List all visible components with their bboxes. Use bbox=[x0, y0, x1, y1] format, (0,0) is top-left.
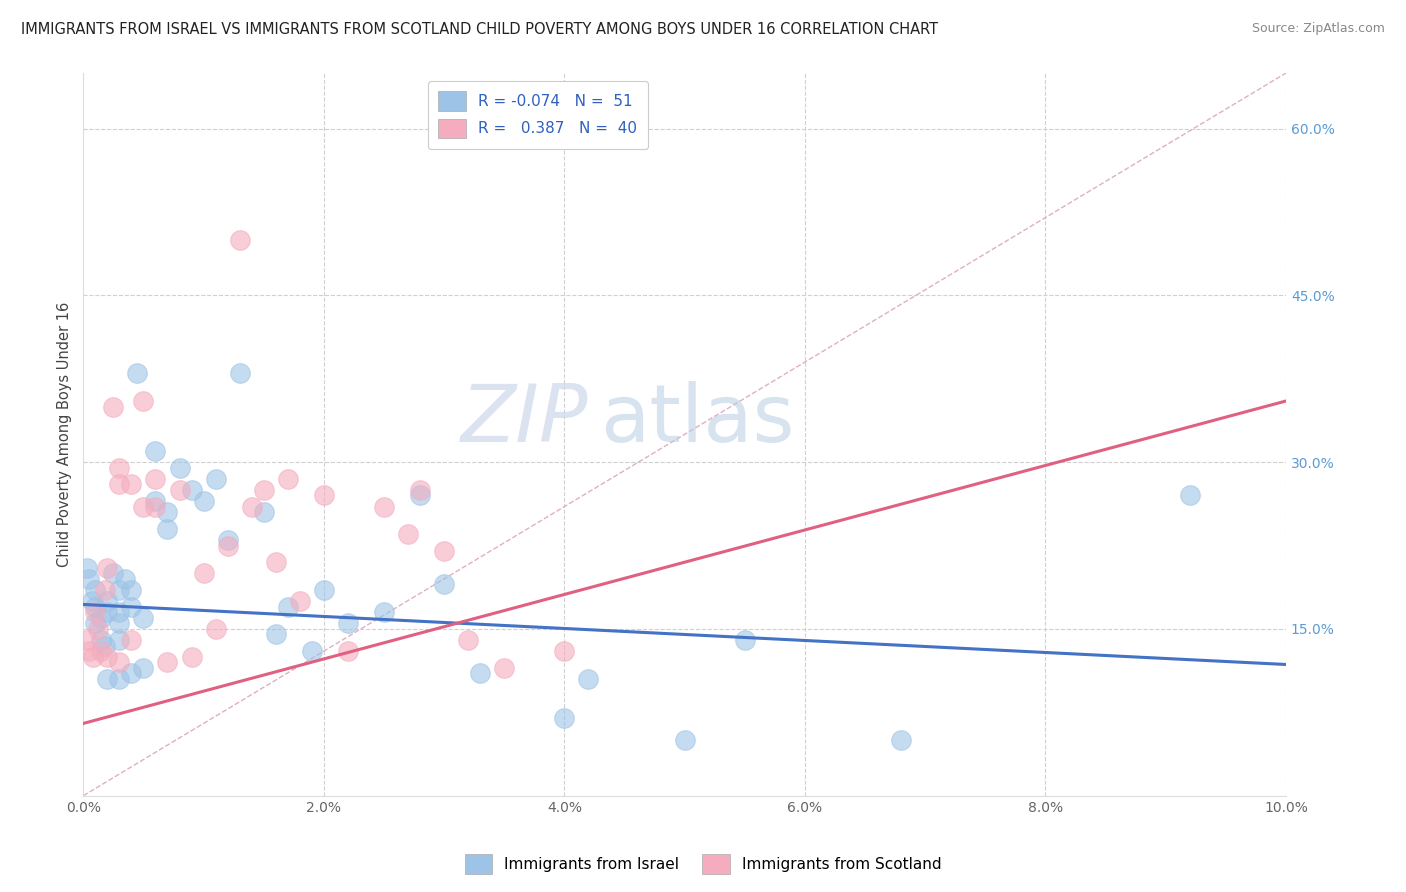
Point bbox=[96, 594, 118, 608]
Point bbox=[90, 644, 112, 658]
Point bbox=[132, 611, 155, 625]
Point bbox=[470, 666, 492, 681]
Point bbox=[79, 644, 101, 658]
Point bbox=[673, 733, 696, 747]
Point bbox=[90, 611, 112, 625]
Legend: Immigrants from Israel, Immigrants from Scotland: Immigrants from Israel, Immigrants from … bbox=[458, 848, 948, 880]
Point bbox=[228, 366, 250, 380]
Point bbox=[120, 582, 142, 597]
Point bbox=[217, 539, 239, 553]
Point bbox=[180, 483, 202, 497]
Point bbox=[132, 394, 155, 409]
Point bbox=[253, 505, 276, 519]
Point bbox=[84, 605, 107, 619]
Point bbox=[264, 627, 287, 641]
Point bbox=[108, 582, 131, 597]
Point bbox=[145, 494, 167, 508]
Point bbox=[108, 616, 131, 631]
Point bbox=[409, 488, 432, 502]
Point bbox=[79, 572, 101, 586]
Point bbox=[336, 644, 359, 658]
Point bbox=[80, 594, 103, 608]
Point bbox=[145, 500, 167, 514]
Point bbox=[108, 477, 131, 491]
Point bbox=[145, 472, 167, 486]
Point bbox=[553, 644, 575, 658]
Point bbox=[120, 633, 142, 648]
Point bbox=[114, 572, 136, 586]
Point bbox=[108, 672, 131, 686]
Point bbox=[108, 460, 131, 475]
Point bbox=[145, 444, 167, 458]
Point bbox=[132, 500, 155, 514]
Point bbox=[373, 605, 395, 619]
Point bbox=[94, 582, 117, 597]
Point bbox=[193, 494, 215, 508]
Point bbox=[94, 639, 117, 653]
Point bbox=[108, 633, 131, 648]
Point bbox=[103, 400, 125, 414]
Point bbox=[84, 599, 107, 614]
Point bbox=[253, 483, 276, 497]
Point bbox=[890, 733, 912, 747]
Point bbox=[108, 655, 131, 669]
Point bbox=[433, 544, 456, 558]
Point bbox=[96, 605, 118, 619]
Point bbox=[76, 633, 98, 648]
Point bbox=[103, 566, 125, 581]
Point bbox=[96, 672, 118, 686]
Point bbox=[132, 661, 155, 675]
Point bbox=[84, 616, 107, 631]
Text: atlas: atlas bbox=[600, 381, 794, 458]
Point bbox=[87, 622, 110, 636]
Point bbox=[120, 477, 142, 491]
Point bbox=[217, 533, 239, 547]
Point bbox=[127, 366, 149, 380]
Point bbox=[96, 649, 118, 664]
Legend: R = -0.074   N =  51, R =   0.387   N =  40: R = -0.074 N = 51, R = 0.387 N = 40 bbox=[427, 80, 648, 149]
Point bbox=[76, 561, 98, 575]
Point bbox=[277, 599, 299, 614]
Point bbox=[301, 644, 323, 658]
Point bbox=[169, 460, 191, 475]
Y-axis label: Child Poverty Among Boys Under 16: Child Poverty Among Boys Under 16 bbox=[58, 301, 72, 567]
Point bbox=[204, 622, 226, 636]
Point bbox=[312, 582, 335, 597]
Point bbox=[108, 605, 131, 619]
Point bbox=[180, 649, 202, 664]
Text: Source: ZipAtlas.com: Source: ZipAtlas.com bbox=[1251, 22, 1385, 36]
Point bbox=[264, 555, 287, 569]
Point bbox=[193, 566, 215, 581]
Point bbox=[433, 577, 456, 591]
Point bbox=[734, 633, 756, 648]
Point bbox=[240, 500, 263, 514]
Point bbox=[90, 633, 112, 648]
Point bbox=[169, 483, 191, 497]
Point bbox=[312, 488, 335, 502]
Point bbox=[578, 672, 600, 686]
Point bbox=[373, 500, 395, 514]
Point bbox=[288, 594, 311, 608]
Point bbox=[120, 666, 142, 681]
Point bbox=[82, 649, 104, 664]
Point bbox=[409, 483, 432, 497]
Text: ZIP: ZIP bbox=[461, 381, 589, 458]
Point bbox=[277, 472, 299, 486]
Point bbox=[156, 505, 179, 519]
Point bbox=[553, 711, 575, 725]
Point bbox=[84, 582, 107, 597]
Point bbox=[1178, 488, 1201, 502]
Point bbox=[204, 472, 226, 486]
Point bbox=[120, 599, 142, 614]
Text: IMMIGRANTS FROM ISRAEL VS IMMIGRANTS FROM SCOTLAND CHILD POVERTY AMONG BOYS UNDE: IMMIGRANTS FROM ISRAEL VS IMMIGRANTS FRO… bbox=[21, 22, 938, 37]
Point bbox=[494, 661, 516, 675]
Point bbox=[96, 561, 118, 575]
Point bbox=[457, 633, 479, 648]
Point bbox=[336, 616, 359, 631]
Point bbox=[156, 655, 179, 669]
Point bbox=[396, 527, 419, 541]
Point bbox=[228, 233, 250, 247]
Point bbox=[156, 522, 179, 536]
